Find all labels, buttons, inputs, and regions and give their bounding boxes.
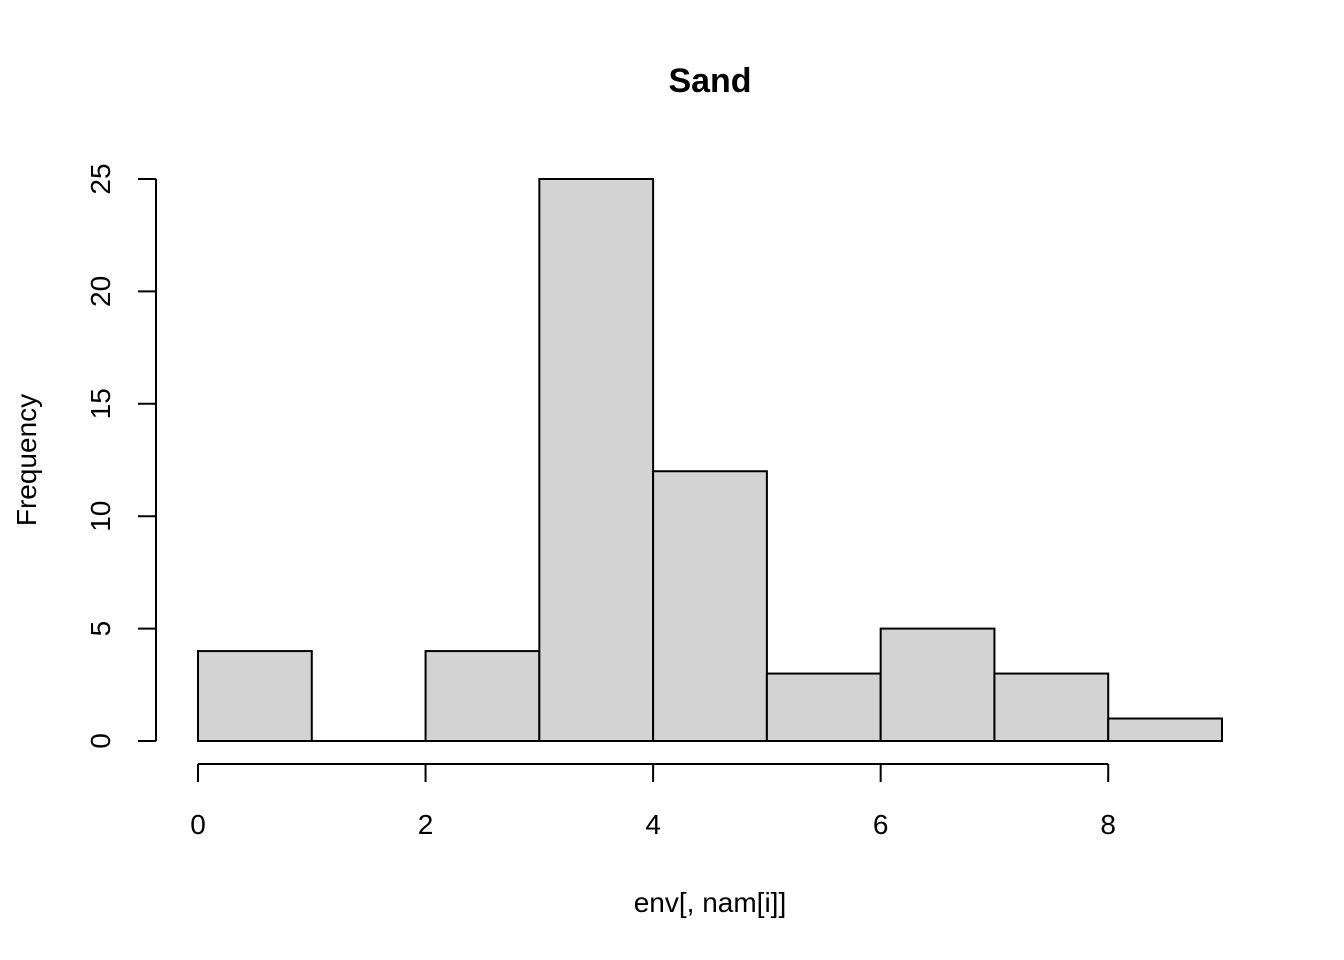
histogram-bar <box>1107 717 1223 743</box>
histogram-bar <box>424 650 541 743</box>
x-tick-label: 4 <box>645 809 661 840</box>
x-tick-label: 6 <box>873 809 889 840</box>
bars-group <box>197 178 1223 743</box>
histogram-bar <box>652 470 768 742</box>
histogram-bar <box>879 627 996 742</box>
y-axis: 0 5 10 15 20 25 <box>85 163 157 749</box>
x-tick-label: 8 <box>1100 809 1116 840</box>
histogram-bar <box>765 672 882 742</box>
y-tick-label: 20 <box>85 276 116 307</box>
histogram-bar <box>993 672 1110 742</box>
x-axis: 0 2 4 6 8 <box>190 763 1116 840</box>
histogram-bar <box>197 650 313 743</box>
y-tick-label: 25 <box>85 163 116 194</box>
y-axis-label: Frequency <box>11 394 42 526</box>
y-tick-label: 10 <box>85 501 116 532</box>
y-tick-label: 15 <box>85 388 116 419</box>
chart-title: Sand <box>668 62 751 100</box>
x-tick-label: 2 <box>418 809 434 840</box>
histogram-bar <box>538 178 655 742</box>
x-axis-label: env[, nam[i]] <box>634 887 787 918</box>
y-tick-label: 5 <box>85 621 116 637</box>
y-tick-label: 0 <box>85 733 116 749</box>
x-tick-label: 0 <box>190 809 206 840</box>
